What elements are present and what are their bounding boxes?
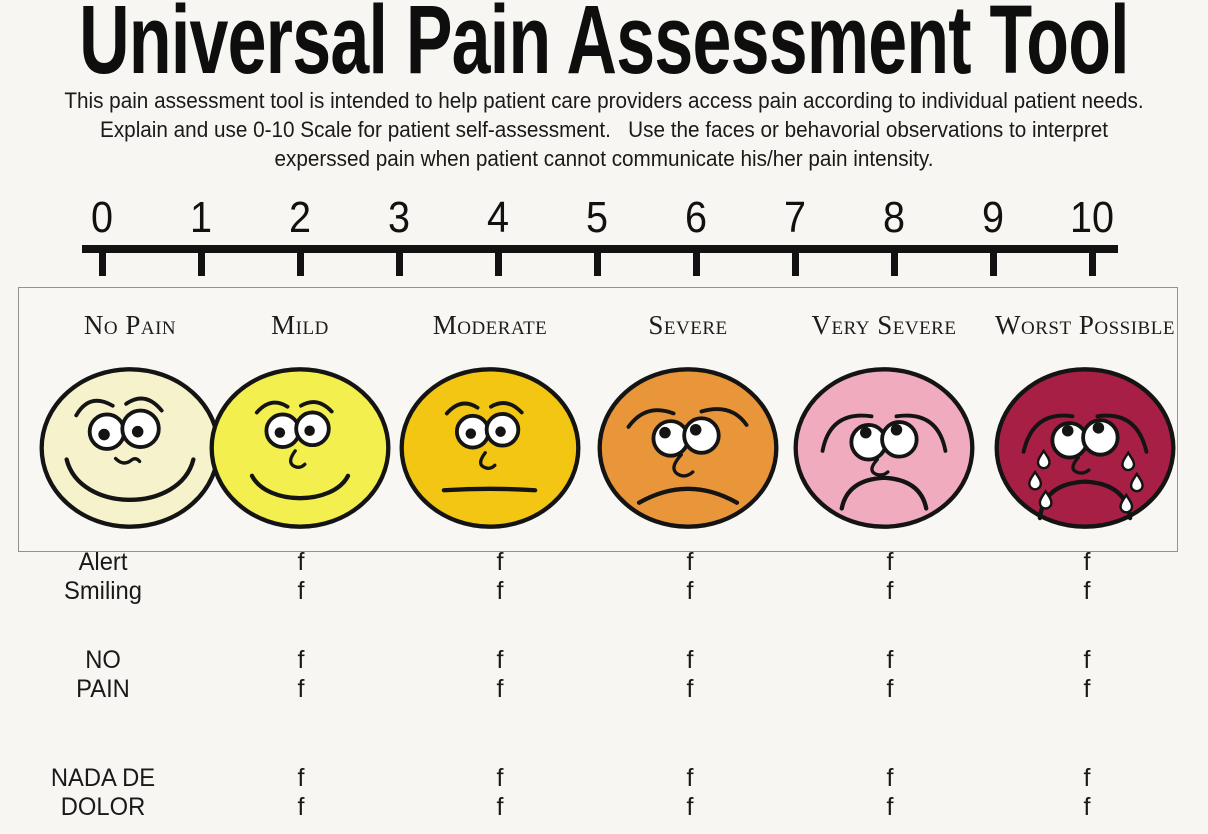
behavior-mark: f: [686, 675, 694, 703]
behavior-mark: f: [297, 577, 305, 605]
scale-number-6: 6: [684, 193, 708, 242]
frown-face-icon: [597, 367, 779, 529]
scale-tick-0: [98, 253, 106, 276]
scale-tick-7: [791, 253, 799, 276]
scale-number-1: 1: [189, 193, 213, 242]
scale-number-0: 0: [90, 193, 114, 242]
scale-tick-10: [1088, 253, 1096, 276]
page-subtitle: This pain assessment tool is intended to…: [0, 86, 1208, 173]
behavior-mark: f: [686, 793, 694, 821]
behavior-mark: f: [686, 764, 694, 792]
subtitle-line-2: Explain and use 0-10 Scale for patient s…: [100, 117, 1108, 142]
behavior-mark: f: [297, 675, 305, 703]
tear-drop: [1028, 469, 1043, 491]
behavior-mark: f: [886, 793, 894, 821]
behavior-mark: f: [886, 764, 894, 792]
behavior-mark: f: [496, 577, 504, 605]
scale-tick-1: [197, 253, 205, 276]
behavior-row-label-alert: Alert: [78, 548, 128, 576]
tear-drop: [1121, 450, 1136, 472]
tear-drop: [1129, 471, 1144, 493]
behavior-mark: f: [886, 646, 894, 674]
neutral-face-icon: [399, 367, 581, 529]
behavior-mark: f: [686, 548, 694, 576]
behavior-mark: f: [496, 675, 504, 703]
tear-drop: [1119, 492, 1134, 514]
behavior-mark: f: [886, 577, 894, 605]
behavior-mark: f: [686, 577, 694, 605]
scale-tick-9: [989, 253, 997, 276]
behavior-mark: f: [297, 548, 305, 576]
scale-number-4: 4: [486, 193, 510, 242]
behavior-mark: f: [496, 646, 504, 674]
behavior-row-label-dolor: DOLOR: [60, 793, 146, 821]
scale-number-5: 5: [585, 193, 609, 242]
scale-tick-5: [593, 253, 601, 276]
behavior-row-label-pain: PAIN: [76, 675, 130, 703]
tear-drop: [1038, 488, 1053, 510]
face-label-mild: Mild: [271, 310, 329, 340]
behavior-mark: f: [1083, 793, 1091, 821]
wide-smile-face-icon: [39, 367, 221, 529]
scale-axis-line: [82, 245, 1118, 253]
behavior-mark: f: [297, 764, 305, 792]
behavior-mark: f: [496, 764, 504, 792]
face-label-moderate: Moderate: [432, 310, 548, 340]
behavior-mark: f: [1083, 646, 1091, 674]
scale-number-9: 9: [981, 193, 1005, 242]
behavior-mark: f: [297, 646, 305, 674]
face-label-worst-possible: Worst Possible: [995, 310, 1175, 340]
behavior-mark: f: [297, 793, 305, 821]
behavior-mark: f: [496, 793, 504, 821]
scale-number-7: 7: [783, 193, 807, 242]
sad-face-icon: [793, 367, 975, 529]
scale-number-8: 8: [882, 193, 906, 242]
scale-tick-4: [494, 253, 502, 276]
crying-face-icon: [994, 367, 1176, 529]
face-label-no-pain: No Pain: [83, 310, 177, 340]
behavior-mark: f: [1083, 675, 1091, 703]
subtitle-line-1: This pain assessment tool is intended to…: [64, 88, 1144, 113]
behavior-mark: f: [1083, 764, 1091, 792]
behavior-mark: f: [886, 548, 894, 576]
scale-tick-2: [296, 253, 304, 276]
scale-number-3: 3: [387, 193, 411, 242]
behavior-mark: f: [496, 548, 504, 576]
face-label-severe: Severe: [648, 310, 728, 340]
behavior-row-label-nada-de: NADA DE: [50, 764, 156, 792]
tear-drop: [1036, 448, 1051, 470]
scale-tick-3: [395, 253, 403, 276]
scale-number-2: 2: [288, 193, 312, 242]
scale-number-10: 10: [1069, 193, 1115, 242]
smile-face-icon: [209, 367, 391, 529]
behavior-mark: f: [886, 675, 894, 703]
scale-tick-8: [890, 253, 898, 276]
page-title: Universal Pain Assessment Tool: [79, 0, 1129, 94]
behavior-mark: f: [1083, 548, 1091, 576]
face-label-very-severe: Very Severe: [811, 310, 957, 340]
behavior-mark: f: [686, 646, 694, 674]
behavior-mark: f: [1083, 577, 1091, 605]
behavior-row-label-smiling: Smiling: [64, 577, 142, 605]
behavior-row-label-no: NO: [85, 646, 121, 674]
scale-tick-6: [692, 253, 700, 276]
subtitle-line-3: experssed pain when patient cannot commu…: [274, 146, 934, 171]
